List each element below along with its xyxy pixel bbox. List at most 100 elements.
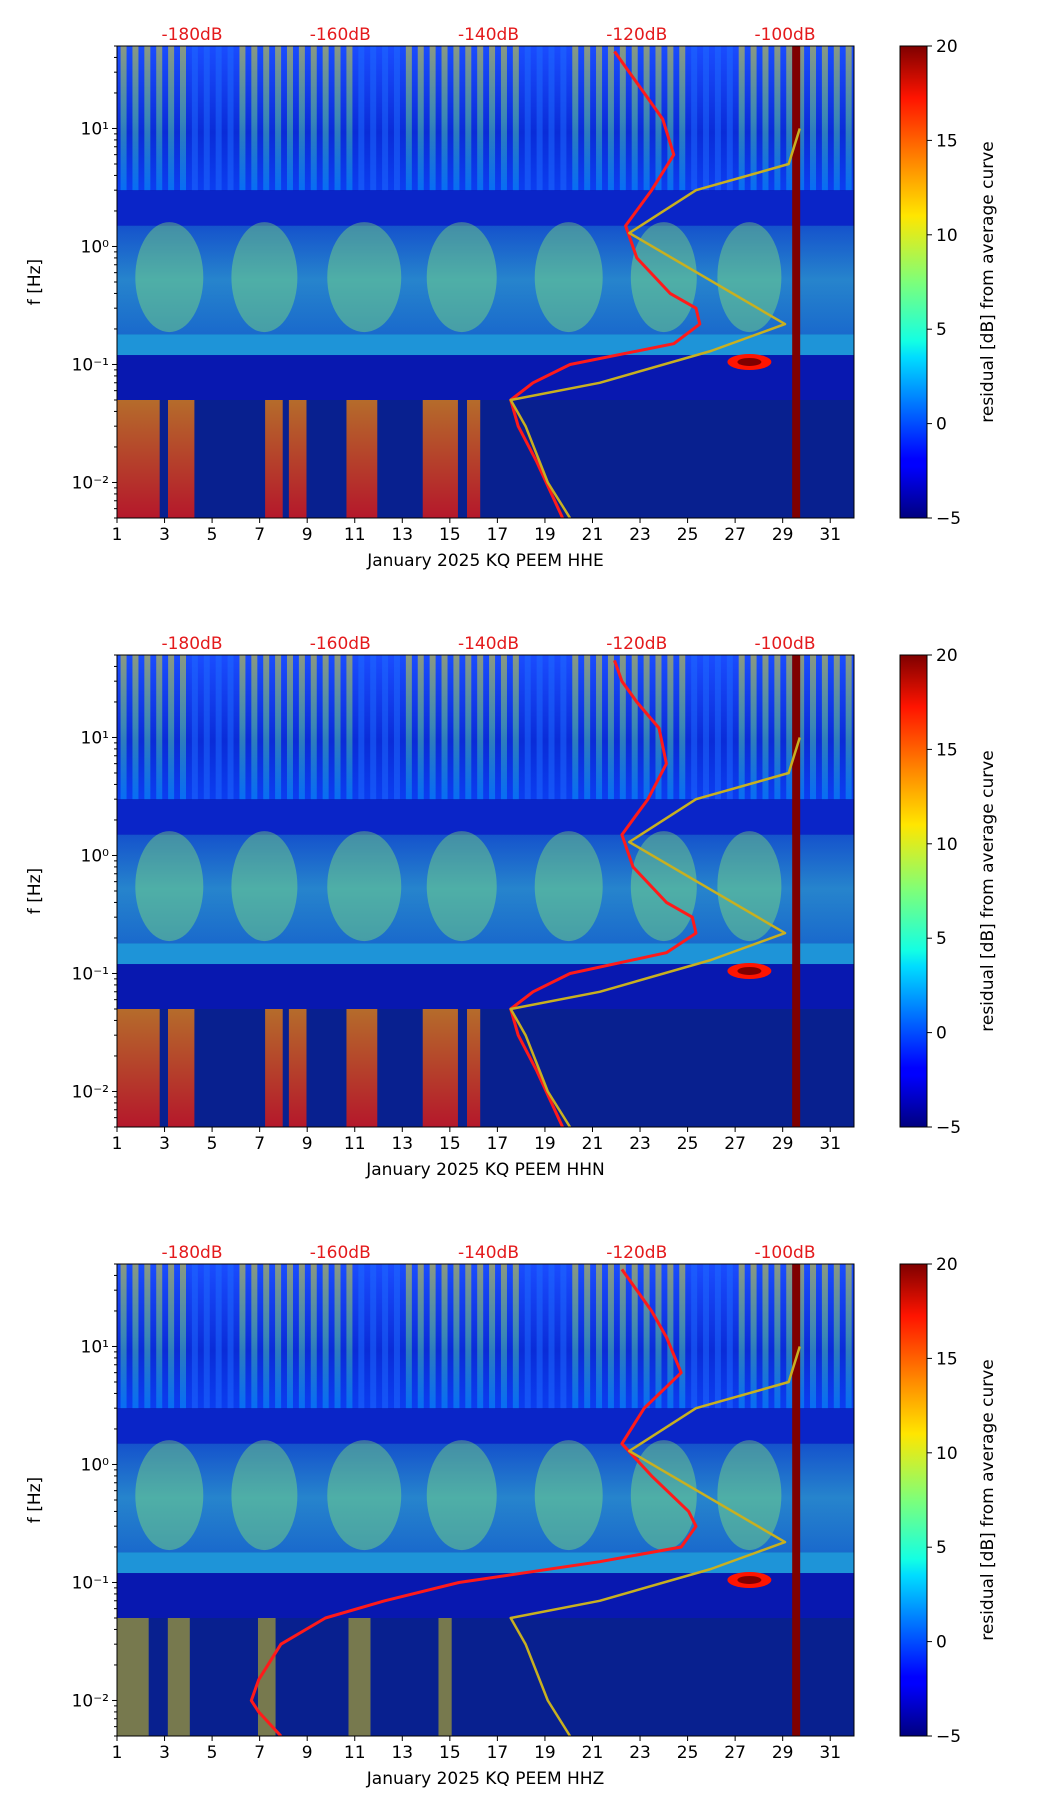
- diurnal-stripe: [180, 655, 187, 800]
- diurnal-stripe: [453, 46, 460, 191]
- microseism-blob: [135, 222, 204, 333]
- colorbar-tick-label: 5: [936, 929, 947, 949]
- diurnal-stripe: [144, 46, 151, 191]
- diurnal-stripe: [798, 655, 805, 800]
- diurnal-stripe: [489, 46, 496, 191]
- x-tick-label: 23: [629, 1134, 651, 1154]
- diurnal-stripe: [286, 655, 293, 800]
- db-axis-label: -160dB: [310, 1243, 371, 1263]
- diurnal-stripe: [191, 1264, 198, 1409]
- diurnal-stripe: [156, 46, 163, 191]
- diurnal-stripe: [607, 655, 614, 800]
- diurnal-stripe: [691, 46, 698, 191]
- diurnal-stripe: [703, 655, 710, 800]
- diurnal-stripe: [631, 1264, 638, 1409]
- diurnal-stripe: [405, 46, 412, 191]
- band-gap: [117, 1408, 854, 1444]
- diurnal-stripe: [441, 1264, 448, 1409]
- diurnal-stripe: [833, 46, 840, 191]
- db-axis-label: -180dB: [161, 25, 222, 45]
- db-axis-label: -160dB: [310, 634, 371, 654]
- colorbar-tick-label: 0: [936, 415, 947, 435]
- diurnal-stripe: [298, 1264, 305, 1409]
- x-tick-label: 23: [629, 525, 651, 545]
- diurnal-stripe: [465, 46, 472, 191]
- diurnal-stripe: [203, 46, 210, 191]
- diurnal-stripe: [512, 1264, 519, 1409]
- diurnal-stripe: [679, 46, 686, 191]
- colorbar-tick-label: 10: [936, 1444, 958, 1464]
- diurnal-stripe: [584, 655, 591, 800]
- diurnal-stripe: [298, 46, 305, 191]
- low-frequency-column: [265, 400, 283, 518]
- diurnal-stripe: [786, 1264, 793, 1409]
- x-tick-label: 31: [819, 1134, 841, 1154]
- diurnal-stripe: [845, 655, 852, 800]
- diurnal-stripe: [358, 46, 365, 191]
- x-tick-label: 21: [582, 1134, 604, 1154]
- colorbar-tick-label: 20: [936, 37, 958, 57]
- x-tick-label: 7: [254, 1743, 265, 1763]
- diurnal-stripe: [227, 46, 234, 191]
- diurnal-stripe: [524, 1264, 531, 1409]
- diurnal-stripe: [239, 46, 246, 191]
- x-tick-label: 7: [254, 1134, 265, 1154]
- diurnal-stripe: [310, 1264, 317, 1409]
- low-frequency-column: [467, 1009, 481, 1127]
- low-frequency-column: [117, 1618, 149, 1736]
- low-frequency-column: [346, 400, 378, 518]
- diurnal-stripe: [358, 1264, 365, 1409]
- spectrogram-image: [117, 1264, 854, 1736]
- diurnal-stripe: [286, 1264, 293, 1409]
- model-curve: [509, 1346, 801, 1736]
- diurnal-stripe: [655, 1264, 662, 1409]
- low-frequency-column: [167, 400, 195, 518]
- x-tick-label: 5: [207, 1134, 218, 1154]
- low-frequency-column: [438, 1618, 452, 1736]
- microseism-blob: [327, 1440, 402, 1551]
- diurnal-stripe: [560, 1264, 567, 1409]
- diurnal-stripe: [477, 46, 484, 191]
- x-tick-label: 27: [724, 525, 746, 545]
- diurnal-stripe: [275, 46, 282, 191]
- colorbar-tick-label: 0: [936, 1633, 947, 1653]
- microseism-blob: [426, 222, 497, 333]
- diurnal-stripe: [417, 46, 424, 191]
- diurnal-stripe: [798, 46, 805, 191]
- x-tick-label: 31: [819, 1743, 841, 1763]
- colorbar-label: residual [dB] from average curve: [978, 141, 998, 422]
- low-frequency-column: [167, 1618, 190, 1736]
- x-axis-label: January 2025 KQ PEEM HHN: [365, 1160, 605, 1180]
- spectrogram-image: [117, 46, 854, 518]
- diurnal-stripe: [619, 655, 626, 800]
- diurnal-stripe: [120, 655, 127, 800]
- diurnal-stripe: [346, 655, 353, 800]
- microseism-blob: [717, 222, 782, 333]
- band-primary-peak: [117, 1552, 854, 1574]
- microseism-blob: [135, 1440, 204, 1551]
- diurnal-stripe: [548, 1264, 555, 1409]
- diurnal-stripe: [263, 655, 270, 800]
- diurnal-stripe: [596, 655, 603, 800]
- microseism-blob: [534, 222, 603, 333]
- diurnal-stripe: [441, 655, 448, 800]
- diurnal-stripe: [643, 46, 650, 191]
- diurnal-stripe: [750, 46, 757, 191]
- y-tick-label: 10¹: [81, 119, 109, 139]
- diurnal-stripe: [275, 1264, 282, 1409]
- diurnal-stripe: [750, 655, 757, 800]
- diurnal-stripe: [132, 46, 139, 191]
- diurnal-stripe: [572, 1264, 579, 1409]
- diurnal-stripe: [714, 46, 721, 191]
- diurnal-stripe: [786, 46, 793, 191]
- x-tick-label: 1: [112, 1743, 123, 1763]
- diurnal-stripe: [346, 46, 353, 191]
- x-tick-label: 9: [302, 1134, 313, 1154]
- diurnal-stripe: [132, 655, 139, 800]
- low-frequency-column: [117, 400, 160, 518]
- x-tick-label: 25: [677, 1134, 699, 1154]
- microseism-blob: [135, 831, 204, 942]
- diurnal-stripe: [393, 1264, 400, 1409]
- y-axis-label: f [Hz]: [25, 868, 45, 914]
